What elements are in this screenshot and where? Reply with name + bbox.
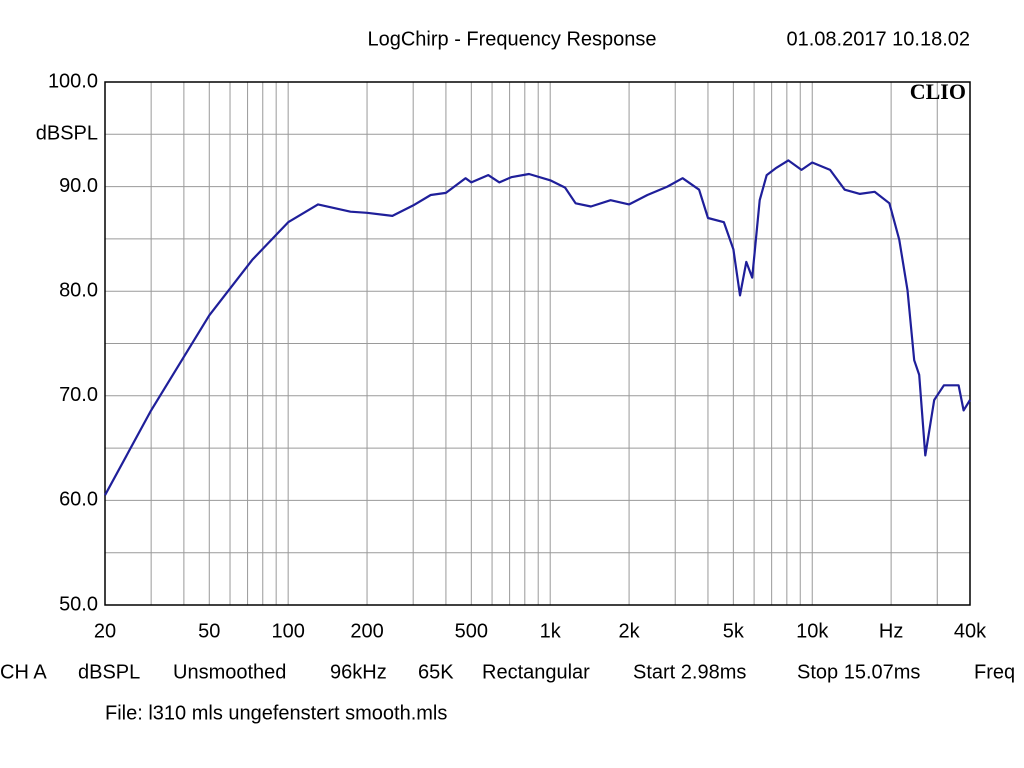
response-line: [104, 159, 971, 496]
info-field: CH A: [0, 661, 47, 683]
plot-frame: [104, 81, 971, 606]
info-field: 65K: [418, 661, 454, 683]
info-field: dBSPL: [78, 661, 140, 683]
x-tick-label: 2k: [619, 620, 641, 642]
x-tick-label: 5k: [723, 620, 745, 642]
info-field: Start 2.98ms: [633, 661, 746, 683]
info-field: Freq: [974, 661, 1015, 683]
file-name: File: l310 mls ungefenstert smooth.mls: [105, 702, 447, 724]
x-tick-label: 50: [198, 620, 220, 642]
x-tick-label: Hz: [879, 620, 903, 642]
chart-title: LogChirp - Frequency Response: [367, 28, 656, 50]
info-field: 96kHz: [330, 661, 387, 683]
info-field: Stop 15.07ms: [797, 661, 920, 683]
y-tick-label: 50.0: [59, 593, 98, 615]
x-tick-label: 200: [350, 620, 383, 642]
y-unit: dBSPL: [36, 123, 98, 145]
x-tick-label: 40k: [954, 620, 987, 642]
x-tick-label: 20: [94, 620, 116, 642]
x-tick-label: 1k: [540, 620, 562, 642]
x-tick-label: 500: [455, 620, 488, 642]
y-tick-label: 60.0: [59, 489, 98, 511]
y-tick-label: 90.0: [59, 175, 98, 197]
timestamp: 01.08.2017 10.18.02: [786, 28, 970, 50]
y-tick-label: 80.0: [59, 279, 98, 301]
info-field: Unsmoothed: [173, 661, 286, 683]
y-tick-label: 70.0: [59, 384, 98, 406]
x-tick-label: 10k: [796, 620, 829, 642]
y-tick-label: 100.0: [48, 70, 98, 92]
brand: CLIO: [910, 79, 966, 104]
x-tick-label: 100: [271, 620, 304, 642]
info-field: Rectangular: [482, 661, 590, 683]
